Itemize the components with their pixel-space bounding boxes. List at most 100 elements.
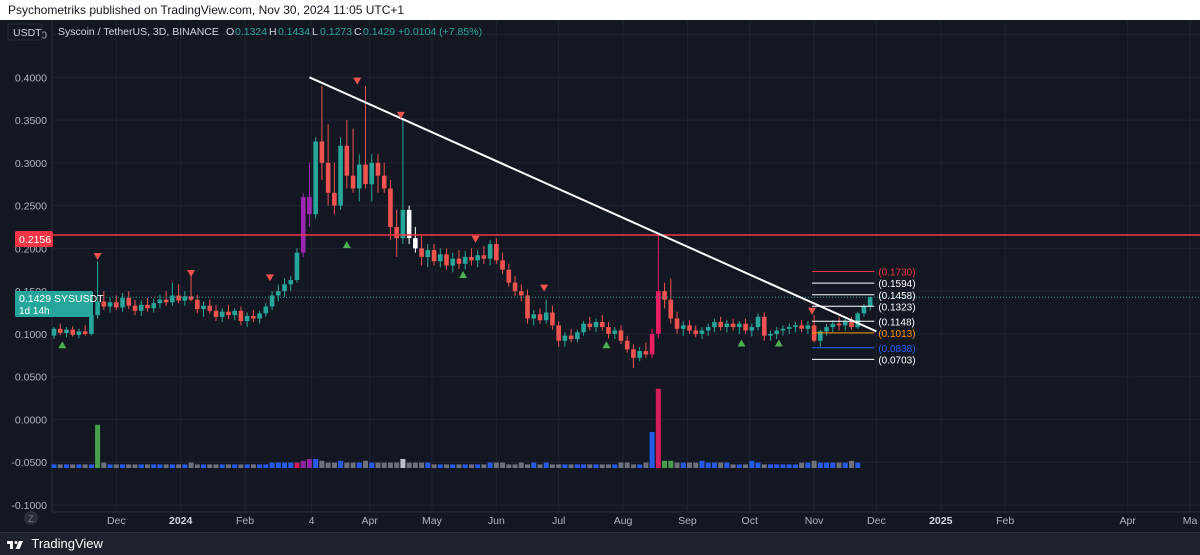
currency-box[interactable]	[7, 23, 43, 41]
x-tick-label: Jul	[552, 515, 565, 527]
candle-body	[319, 141, 325, 163]
candle-body	[656, 291, 661, 334]
candle-body	[182, 296, 188, 301]
resistance-badge-value: 0.2156	[19, 234, 51, 246]
volume-bar	[232, 464, 238, 468]
legend-high-value: 0.1434	[278, 26, 310, 38]
volume-bar	[643, 462, 649, 468]
candle-body	[145, 304, 150, 309]
volume-bar	[817, 462, 823, 468]
volume-bar	[194, 464, 200, 468]
volume-bar	[188, 462, 194, 468]
candle-body	[138, 304, 144, 311]
x-tick-label: 2025	[929, 515, 953, 527]
volume-bar	[244, 464, 250, 468]
candle-body	[194, 299, 200, 310]
fibonacci-retracement[interactable]: (0.1730)(0.1594)(0.1458)(0.1323) (0.1148)…	[812, 267, 916, 366]
price-chart[interactable]: 0.45000.40000.35000.30000.25000.20000.15…	[0, 20, 1200, 532]
volume-bar	[830, 462, 836, 468]
candle-body	[500, 260, 505, 270]
volume-bar	[144, 464, 150, 468]
candle-body	[780, 328, 786, 331]
candle-body	[631, 349, 636, 358]
candle-body	[300, 197, 306, 253]
x-tick-labels[interactable]: Dec 2024 Feb 4 Apr May Jun Jul Aug Sep Oct Nov Dec 20…	[107, 515, 1197, 527]
candle-body	[95, 301, 100, 316]
footer-bar: TradingView	[0, 532, 1200, 555]
volume-bar	[699, 460, 705, 468]
legend-open-value: 0.1324	[235, 26, 267, 38]
candle-body	[481, 255, 487, 259]
candle-body	[761, 316, 767, 336]
volume-bar	[792, 464, 798, 468]
volume-bar	[82, 464, 88, 468]
volume-bar	[630, 464, 636, 468]
sell-signal-marker	[471, 235, 480, 243]
candle-body	[662, 291, 667, 300]
volume-bar	[568, 464, 574, 468]
reset-scale-button[interactable]	[24, 511, 38, 525]
candle-body	[251, 315, 256, 319]
volume-bar	[774, 464, 780, 468]
volume-bar	[225, 464, 231, 468]
candle-body	[543, 312, 549, 321]
candle-body	[861, 306, 867, 314]
candle-body	[774, 330, 780, 334]
volume-bar	[331, 462, 337, 468]
last-price-value: 0.1429	[19, 293, 51, 305]
fib-level-label: (0.0838)	[878, 344, 915, 355]
volume-bar	[344, 462, 350, 468]
candle-body	[699, 330, 705, 334]
volume-bar	[718, 462, 724, 468]
volume-bar	[338, 460, 344, 468]
tradingview-logo[interactable]: TradingView	[6, 536, 103, 551]
descending-trendline	[309, 76, 877, 333]
volume-bar	[811, 460, 817, 468]
currency-label[interactable]: USDT	[13, 27, 42, 39]
volume-bar	[57, 464, 63, 468]
price-scale[interactable]	[0, 20, 52, 532]
candle-body	[64, 329, 69, 334]
volume-bar	[481, 464, 487, 468]
buy-signal-marker	[602, 341, 611, 349]
chart-background	[0, 20, 1200, 532]
legend-close-value: 0.1429	[363, 26, 395, 38]
candle-body	[786, 327, 792, 329]
candle-body	[593, 321, 599, 328]
last-price-badge: 0.1429 SYSUSDT 1d 14h	[15, 291, 104, 317]
candle-body	[506, 269, 512, 283]
volume-bar	[126, 464, 132, 468]
volume-bar	[799, 462, 805, 468]
volume-bar	[581, 464, 587, 468]
candle-body	[705, 327, 711, 331]
candle-body	[849, 321, 854, 328]
buy-signal-marker	[342, 241, 351, 249]
candle-body	[288, 280, 294, 285]
candle-body	[188, 296, 194, 300]
candle-body	[749, 327, 755, 331]
candle-body	[824, 327, 829, 332]
x-tick-label: Feb	[996, 515, 1014, 527]
candle-body	[562, 335, 568, 341]
volume-bar	[151, 464, 157, 468]
legend-open-label: O	[226, 26, 234, 38]
y-tick-label: 0.2500	[15, 201, 47, 213]
volume-bar	[250, 464, 256, 468]
candle-body	[132, 305, 138, 311]
reset-scale-label[interactable]: Z	[28, 514, 34, 524]
candle-body	[518, 291, 524, 296]
volume-bar	[381, 462, 387, 468]
volume-bar	[686, 462, 692, 468]
candle-body	[344, 145, 350, 176]
candle-body	[462, 256, 468, 264]
volume-bar	[444, 464, 450, 468]
volume-bar	[824, 462, 830, 468]
trendline[interactable]	[309, 76, 877, 333]
volume-bar	[556, 464, 562, 468]
volume-bar	[101, 462, 107, 468]
candle-body	[257, 313, 262, 319]
legend-close-label: C	[354, 26, 362, 38]
candle-body	[456, 258, 462, 264]
y-tick-label: -0.0500	[11, 457, 47, 469]
candle-body	[668, 299, 674, 319]
